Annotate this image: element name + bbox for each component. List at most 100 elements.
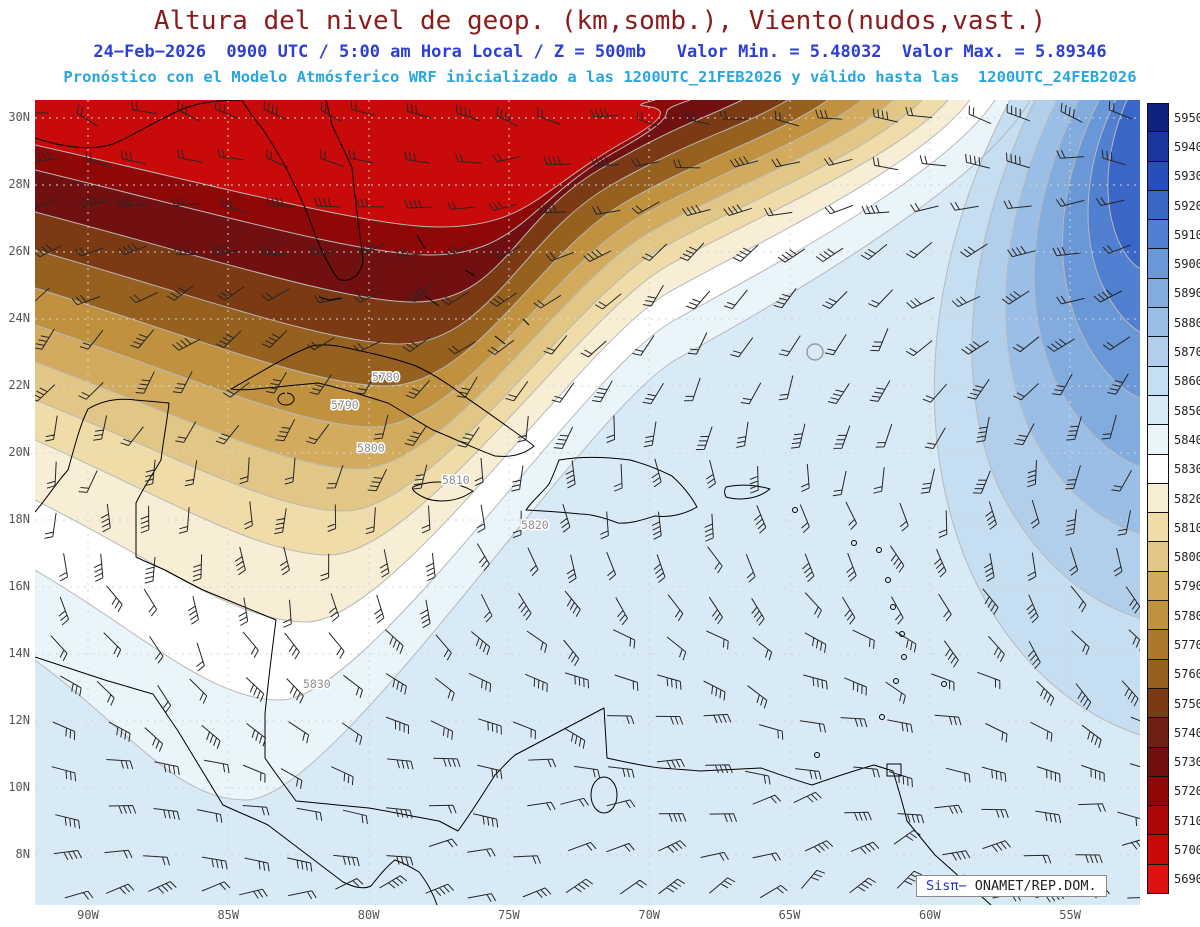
colorbar-row: 5840: [1147, 425, 1200, 455]
colorbar-label: 5940: [1174, 139, 1200, 154]
contour-label: 5790: [331, 398, 359, 412]
colorbar-label: 5910: [1174, 227, 1200, 242]
lon-label: 90W: [77, 908, 99, 922]
colorbar-cell: [1147, 806, 1169, 836]
colorbar-label: 5710: [1174, 813, 1200, 828]
colorbar-cell: [1147, 718, 1169, 748]
colorbar-row: 5910: [1147, 220, 1200, 250]
weather-map-canvas: 5780 5790 5800 5810 5820 5830: [35, 100, 1140, 905]
colorbar-row: 5740: [1147, 718, 1200, 748]
lat-label: 18N: [8, 512, 30, 527]
colorbar-cell: [1147, 601, 1169, 631]
colorbar-row: 5790: [1147, 571, 1200, 602]
colorbar-row: 5730: [1147, 747, 1200, 777]
colorbar-row: 5830: [1147, 454, 1200, 484]
colorbar-row: 5860: [1147, 366, 1200, 396]
lon-label: 55W: [1059, 908, 1081, 922]
contour-label: 5780: [372, 370, 400, 384]
lat-label: 12N: [8, 713, 30, 728]
colorbar-label: 5950: [1174, 110, 1200, 125]
lat-label: 10N: [8, 780, 30, 795]
colorbar-cell: [1147, 630, 1169, 660]
colorbar-cell: [1147, 659, 1169, 689]
colorbar-row: 5710: [1147, 806, 1200, 836]
colorbar-cell: [1147, 161, 1169, 191]
colorbar-label: 5920: [1174, 198, 1200, 213]
lon-label: 65W: [778, 908, 801, 922]
colorbar-cell: [1147, 308, 1169, 338]
colorbar-label: 5830: [1174, 462, 1200, 477]
colorbar-row: 5950: [1147, 103, 1200, 133]
colorbar-cell: [1147, 513, 1169, 543]
colorbar-cell: [1147, 249, 1169, 279]
colorbar-cell: [1147, 864, 1169, 895]
colorbar-row: 5850: [1147, 395, 1200, 426]
colorbar-row: 5820: [1147, 483, 1200, 514]
colorbar-cell: [1147, 835, 1169, 865]
valid-time-line: 24−Feb−2026 0900 UTC / 5:00 am Hora Loca…: [93, 42, 1107, 62]
attribution-badge: Sisπ− ONAMET/REP.DOM.: [916, 875, 1107, 897]
storm-marker: [806, 343, 824, 361]
colorbar-label: 5860: [1174, 374, 1200, 389]
colorbar-row: 5880: [1147, 308, 1200, 338]
colorbar-label: 5780: [1174, 608, 1200, 623]
colorbar-label: 5930: [1174, 169, 1200, 184]
colorbar-row: 5760: [1147, 659, 1200, 689]
colorbar-row: 5890: [1147, 278, 1200, 309]
colorbar-cell: [1147, 747, 1169, 777]
contour-labels-layer: 5780 5790 5800 5810 5820 5830: [302, 369, 551, 693]
coastline-layer: [35, 100, 992, 905]
lon-label: 75W: [498, 908, 520, 922]
contour-label: 5830: [303, 677, 331, 691]
colorbar-cell: [1147, 132, 1169, 162]
lat-label: 28N: [8, 177, 30, 192]
colorbar-cell: [1147, 103, 1169, 133]
colorbar-label: 5900: [1174, 257, 1200, 272]
colorbar-row: 5930: [1147, 161, 1200, 191]
graticule-layer: [35, 100, 1140, 905]
colorbar-row: 5770: [1147, 630, 1200, 660]
colorbar-cell: [1147, 542, 1169, 572]
colorbar-cell: [1147, 278, 1169, 309]
colorbar-label: 5840: [1174, 432, 1200, 447]
contour-label: 5810: [442, 473, 470, 487]
map-area: 5780 5790 5800 5810 5820 5830: [35, 100, 1140, 905]
colorbar-row: 5690: [1147, 864, 1200, 895]
colorbar-label: 5810: [1174, 520, 1200, 535]
colorbar-cell: [1147, 425, 1169, 455]
lon-label: 60W: [918, 908, 941, 922]
colorbar-cell: [1147, 776, 1169, 807]
colorbar-row: 5700: [1147, 835, 1200, 865]
colorbar-row: 5800: [1147, 542, 1200, 572]
colorbar-cell: [1147, 337, 1169, 367]
contour-label: 5820: [521, 518, 549, 532]
colorbar-row: 5870: [1147, 337, 1200, 367]
lat-label: 26N: [8, 244, 30, 259]
lat-label: 30N: [8, 110, 30, 124]
lat-label: 24N: [8, 311, 30, 326]
colorbar-label: 5700: [1174, 843, 1200, 858]
colorbar-row: 5920: [1147, 190, 1200, 221]
model-info-line: Pronóstico con el Modelo Atmósferico WRF…: [63, 68, 1137, 86]
colorbar-label: 5690: [1174, 872, 1200, 887]
colorbar-label: 5720: [1174, 784, 1200, 799]
colorbar-label: 5740: [1174, 725, 1200, 740]
lon-label: 70W: [638, 908, 661, 922]
wind-barbs-layer: [35, 100, 1140, 903]
colorbar-row: 5780: [1147, 601, 1200, 631]
lat-label: 16N: [8, 579, 30, 594]
colorbar-label: 5870: [1174, 345, 1200, 360]
lon-label: 80W: [357, 908, 380, 922]
colorbar-row: 5720: [1147, 776, 1200, 807]
attribution-brand: Sisπ−: [926, 878, 967, 894]
colorbar-label: 5890: [1174, 286, 1200, 301]
lat-label: 14N: [8, 646, 30, 661]
lat-label: 20N: [8, 445, 30, 460]
height-shading-layer: [35, 100, 1140, 905]
colorbar-label: 5850: [1174, 403, 1200, 418]
lon-label: 85W: [217, 908, 240, 922]
colorbar-cell: [1147, 395, 1169, 426]
colorbar-row: 5750: [1147, 688, 1200, 719]
colorbar-label: 5800: [1174, 550, 1200, 565]
colorbar-row: 5940: [1147, 132, 1200, 162]
